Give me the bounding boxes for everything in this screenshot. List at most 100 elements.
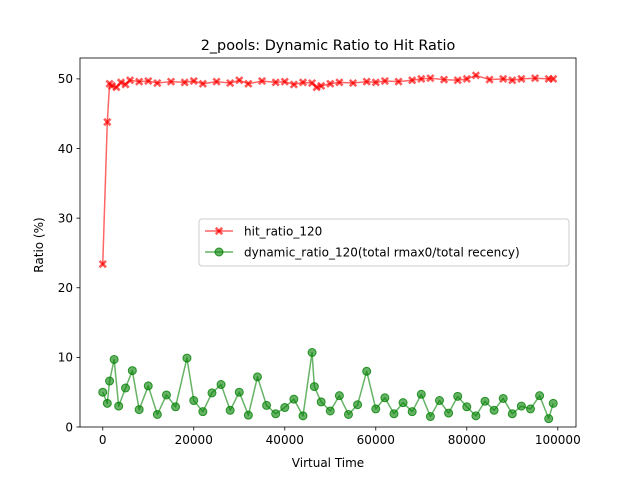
legend-marker-0-stroke-b — [214, 226, 224, 236]
series-1-point — [307, 348, 317, 358]
series-0-point — [317, 81, 326, 90]
series-0-point — [103, 117, 112, 127]
series-0-point-stroke-b — [226, 78, 235, 88]
series-1-point — [289, 394, 299, 404]
series-0-point-stroke-b — [125, 76, 135, 85]
series-1-point — [548, 398, 558, 408]
x-axis-label: Virtual Time — [292, 456, 364, 470]
series-0-point — [408, 76, 417, 85]
series-0-point-stroke-b — [189, 76, 198, 86]
series-1-point — [516, 401, 526, 411]
x-tick-label: 80000 — [448, 433, 486, 447]
series-0-point — [348, 78, 358, 88]
series-0-point — [453, 76, 462, 85]
series-1-point — [152, 409, 162, 419]
legend-label-0: hit_ratio_120 — [244, 225, 322, 239]
series-1-point — [444, 408, 454, 418]
series-1-point — [489, 405, 499, 415]
series-1-point — [434, 396, 444, 406]
series-1-point — [98, 387, 108, 397]
legend-marker-1 — [214, 247, 224, 257]
series-0-point-stroke-b — [235, 76, 244, 85]
series-0-point-stroke-b — [417, 74, 426, 84]
series-0-point — [244, 79, 253, 88]
series-1-point — [353, 400, 363, 410]
x-tick-label: 0 — [99, 433, 107, 447]
series-0-point-stroke-b — [453, 76, 462, 85]
series-0-point-stroke-b — [380, 76, 389, 86]
series-0-point-stroke-b — [394, 77, 403, 86]
series-0-point — [116, 78, 126, 87]
series-0-point-stroke-b — [198, 79, 207, 88]
series-0-point-stroke-b — [244, 79, 253, 88]
series-1-point — [127, 366, 137, 376]
chart-title: 2_pools: Dynamic Ratio to Hit Ratio — [201, 38, 456, 54]
series-0-point — [298, 78, 308, 87]
series-1-point — [105, 376, 115, 386]
series-0-point-stroke-b — [317, 81, 326, 90]
series-0-point-stroke-b — [212, 77, 221, 86]
series-1-point — [407, 407, 417, 417]
series-0-point — [198, 79, 207, 88]
series-1-point — [271, 409, 281, 419]
series-0-point — [212, 77, 221, 86]
series-0-point-stroke-b — [362, 77, 371, 86]
series-1-point — [298, 411, 308, 421]
series-1-point — [525, 404, 535, 414]
series-0-point-stroke-b — [166, 77, 176, 86]
legend-label-1: dynamic_ratio_120(total rmax0/total rece… — [244, 246, 520, 260]
series-1-point — [316, 397, 326, 407]
axes-frame — [79, 57, 577, 428]
series-0-point-stroke-b — [549, 74, 558, 84]
series-1-point — [507, 409, 517, 419]
series-0-point-stroke-b — [144, 76, 153, 86]
series-0-point-stroke-b — [517, 74, 526, 84]
series-0-point-stroke-b — [530, 74, 540, 83]
series-1-point — [121, 383, 131, 393]
y-tick-label: 40 — [58, 142, 73, 156]
series-0-point-stroke-b — [135, 77, 144, 86]
series-0-point-stroke-b — [508, 76, 517, 85]
series-1-point — [453, 391, 463, 401]
series-1-point — [143, 381, 153, 391]
series-0-point — [426, 74, 435, 83]
series-0-point — [439, 75, 449, 84]
series-0-point-stroke-b — [257, 76, 267, 86]
plot-area — [98, 71, 558, 424]
series-1-point — [398, 398, 408, 408]
series-0-point-stroke-b — [98, 259, 107, 269]
series-0-point-stroke-b — [335, 78, 344, 87]
series-1-point — [480, 396, 490, 406]
x-tick-label: 60000 — [357, 433, 395, 447]
series-1-point — [471, 411, 481, 421]
series-0-point — [471, 71, 481, 80]
series-1-point — [425, 412, 435, 422]
series-0-point — [326, 79, 335, 88]
series-1-point — [207, 388, 217, 398]
series-1-point — [102, 398, 112, 408]
series-1-point — [380, 393, 390, 403]
series-0-point-stroke-b — [180, 78, 189, 87]
series-0-point-stroke-b — [153, 78, 162, 88]
series-0-point-stroke-b — [298, 78, 308, 87]
series-1-point — [216, 380, 226, 390]
series-0-point — [257, 76, 267, 86]
series-0-point-stroke-b — [462, 74, 471, 84]
series-0-point-stroke-b — [371, 78, 380, 87]
y-tick-label: 20 — [58, 281, 73, 295]
series-0-point-stroke-b — [485, 75, 494, 84]
series-1-point — [343, 409, 353, 419]
series-1-point — [498, 393, 508, 403]
y-tick-label: 30 — [58, 211, 73, 225]
series-0-point — [135, 77, 144, 86]
series-1-point — [389, 409, 399, 419]
series-1-point — [535, 391, 545, 401]
series-1-point — [325, 406, 335, 416]
series-0-point — [530, 74, 540, 83]
series-1-point — [252, 372, 262, 382]
series-0-point — [335, 78, 344, 87]
series-0-point — [125, 76, 135, 85]
series-1-point — [171, 402, 181, 412]
